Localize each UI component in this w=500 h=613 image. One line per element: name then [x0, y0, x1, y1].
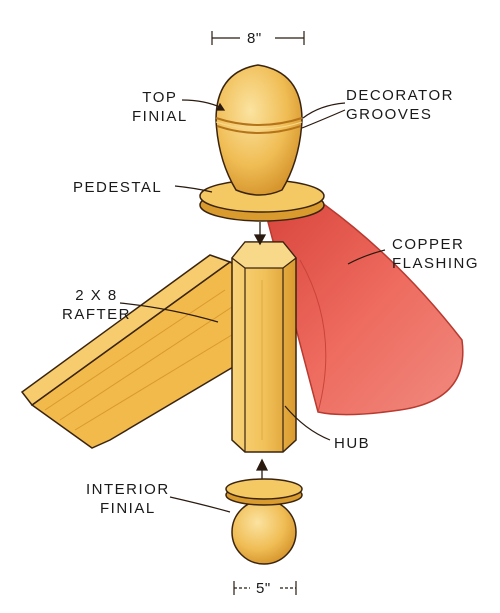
interior-finial-label-line-1: INTERIOR: [86, 481, 170, 498]
top-finial-label-line-2: FINIAL: [132, 108, 188, 125]
rafter-label-line-1: 2 X 8: [75, 287, 118, 304]
leader-lines: [119, 99, 386, 513]
interior-finial-shape: [225, 478, 303, 565]
rafter-label: 2 X 8 RAFTER: [62, 286, 131, 324]
arrow-pedestal-to-hub: [253, 222, 267, 246]
hub-shape: [231, 241, 297, 453]
rafter-label-line-2: RAFTER: [62, 306, 131, 323]
bottom-dimension-line: [233, 581, 297, 595]
top-finial-shape: [215, 64, 303, 196]
decorator-grooves-label-line-1: DECORATOR: [346, 87, 454, 104]
top-finial-label-line-1: TOP: [142, 89, 178, 106]
pedestal-shape: [199, 179, 325, 222]
pedestal-label: PEDESTAL: [73, 179, 163, 196]
top-dimension-line: [211, 31, 305, 45]
copper-flashing-shape: [267, 204, 464, 416]
rafter-shape: [20, 254, 246, 449]
top-width-dimension: 8": [247, 30, 262, 47]
copper-flashing-label-line-2: FLASHING: [392, 255, 480, 272]
hub-label: HUB: [334, 435, 371, 452]
interior-finial-label: INTERIOR FINIAL: [86, 480, 170, 518]
top-finial-label: TOP FINIAL: [132, 88, 188, 126]
bottom-width-dimension: 5": [256, 580, 271, 597]
copper-flashing-label: COPPER FLASHING: [392, 235, 479, 273]
interior-finial-label-line-2: FINIAL: [99, 500, 156, 517]
decorator-grooves-label-line-2: GROOVES: [346, 106, 433, 123]
copper-flashing-label-line-1: COPPER: [392, 236, 465, 253]
decorator-grooves-label: DECORATOR GROOVES: [346, 86, 454, 124]
